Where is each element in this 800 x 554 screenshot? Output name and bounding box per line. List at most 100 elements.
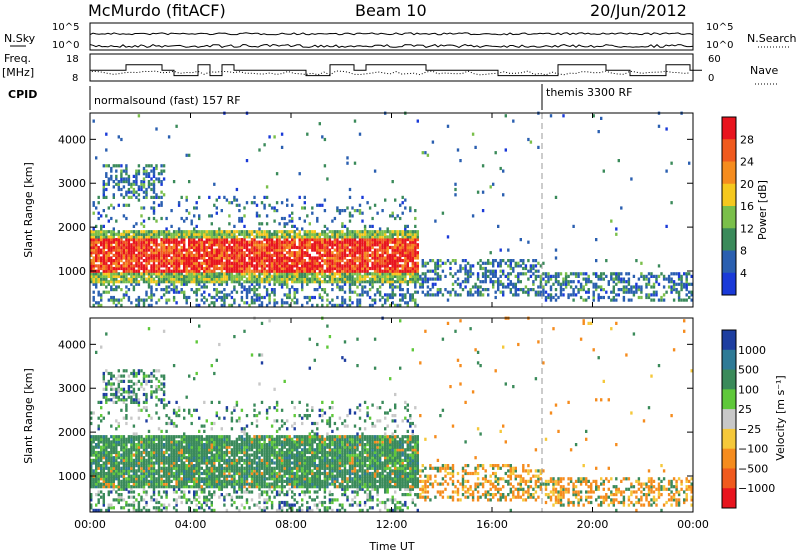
scatter-cell — [562, 114, 565, 118]
scatter-cell — [268, 238, 271, 242]
scatter-cell — [557, 274, 560, 278]
scatter-cell — [218, 259, 221, 263]
scatter-cell — [336, 248, 339, 252]
scatter-cell — [145, 251, 148, 255]
scatter-cell — [112, 482, 115, 486]
scatter-cell — [243, 235, 246, 239]
scatter-cell — [476, 290, 480, 294]
scatter-cell — [97, 259, 100, 263]
scatter-cell — [97, 232, 100, 236]
scatter-cell — [180, 216, 183, 221]
scatter-cell — [595, 288, 598, 292]
scatter-cell — [615, 232, 618, 236]
scatter-cell — [115, 256, 118, 260]
scatter-cell — [175, 264, 178, 268]
colorbar-swatch — [722, 161, 736, 185]
scatter-cell — [351, 214, 354, 218]
scatter-cell — [152, 187, 156, 192]
scatter-cell — [170, 259, 173, 263]
scatter-cell — [223, 288, 226, 292]
scatter-cell — [441, 211, 445, 215]
scatter-cell — [351, 280, 354, 284]
scatter-cell — [185, 230, 188, 234]
scatter-cell — [172, 290, 176, 294]
scatter-cell — [564, 280, 568, 284]
scatter-cell — [456, 269, 460, 273]
scatter-cell — [585, 290, 588, 294]
scatter-cell — [469, 272, 472, 276]
scatter-cell — [338, 266, 342, 271]
scatter-cell — [338, 303, 342, 307]
scatter-cell — [130, 371, 133, 376]
scatter-cell — [120, 453, 123, 457]
scatter-cell — [105, 243, 108, 247]
scatter-cell — [494, 280, 497, 284]
scatter-cell — [150, 240, 153, 244]
scatter-cell — [579, 285, 583, 289]
scatter-cell — [162, 235, 166, 239]
scatter-cell — [145, 195, 148, 199]
scatter-cell — [102, 474, 105, 478]
scatter-cell — [112, 445, 115, 449]
scatter-cell — [574, 285, 578, 289]
scatter-cell — [381, 282, 384, 286]
scatter-cell — [157, 387, 161, 391]
scatter-cell — [298, 269, 301, 273]
scatter-cell — [233, 243, 236, 247]
scatter-cell — [233, 253, 236, 257]
scatter-cell — [461, 288, 465, 292]
scatter-cell — [157, 272, 161, 276]
scatter-cell — [175, 503, 178, 507]
scatter-cell — [245, 264, 249, 268]
scatter-cell — [308, 243, 311, 247]
scatter-cell — [110, 485, 113, 489]
scatter-cell — [243, 259, 246, 263]
scatter-cell — [150, 390, 153, 394]
scatter-cell — [127, 456, 131, 460]
scatter-cell — [147, 508, 151, 512]
scatter-cell — [358, 259, 362, 263]
scatter-cell — [474, 290, 477, 294]
scatter-cell — [308, 222, 311, 226]
scatter-cell — [107, 456, 110, 460]
scatter-cell — [517, 261, 520, 265]
scatter-cell — [112, 206, 115, 210]
scatter-cell — [145, 374, 148, 378]
scatter-cell — [273, 272, 276, 276]
scatter-cell — [218, 272, 221, 276]
scatter-cell — [188, 295, 191, 300]
scatter-cell — [147, 461, 151, 465]
scatter-cell — [157, 259, 161, 263]
scatter-cell — [341, 264, 344, 268]
scatter-cell — [270, 232, 274, 236]
scatter-cell — [137, 230, 141, 234]
scatter-cell — [348, 235, 352, 239]
scatter-cell — [233, 195, 236, 199]
scatter-cell — [147, 466, 151, 470]
scatter-cell — [223, 266, 226, 271]
scatter-cell — [630, 177, 633, 181]
scatter-cell — [170, 450, 173, 455]
scatter-cell — [243, 288, 246, 292]
scatter-cell — [620, 277, 623, 281]
scatter-cell — [323, 248, 327, 252]
scatter-cell — [476, 272, 480, 276]
scatter-cell — [132, 264, 136, 268]
scatter-cell — [338, 274, 342, 278]
scatter-cell — [293, 251, 296, 255]
scatter-cell — [225, 277, 229, 281]
scatter-cell — [145, 172, 148, 176]
scatter-cell — [112, 440, 115, 444]
scatter-cell — [157, 506, 161, 510]
scatter-cell — [90, 485, 93, 489]
scatter-cell — [293, 277, 296, 281]
scatter-cell — [112, 245, 115, 250]
scatter-cell — [105, 238, 108, 242]
scatter-cell — [130, 485, 133, 489]
scatter-cell — [100, 448, 103, 452]
scatter-cell — [175, 424, 178, 428]
scatter-cell — [90, 458, 93, 462]
scatter-cell — [92, 450, 95, 455]
scatter-cell — [630, 285, 633, 289]
scatter-cell — [157, 461, 161, 465]
